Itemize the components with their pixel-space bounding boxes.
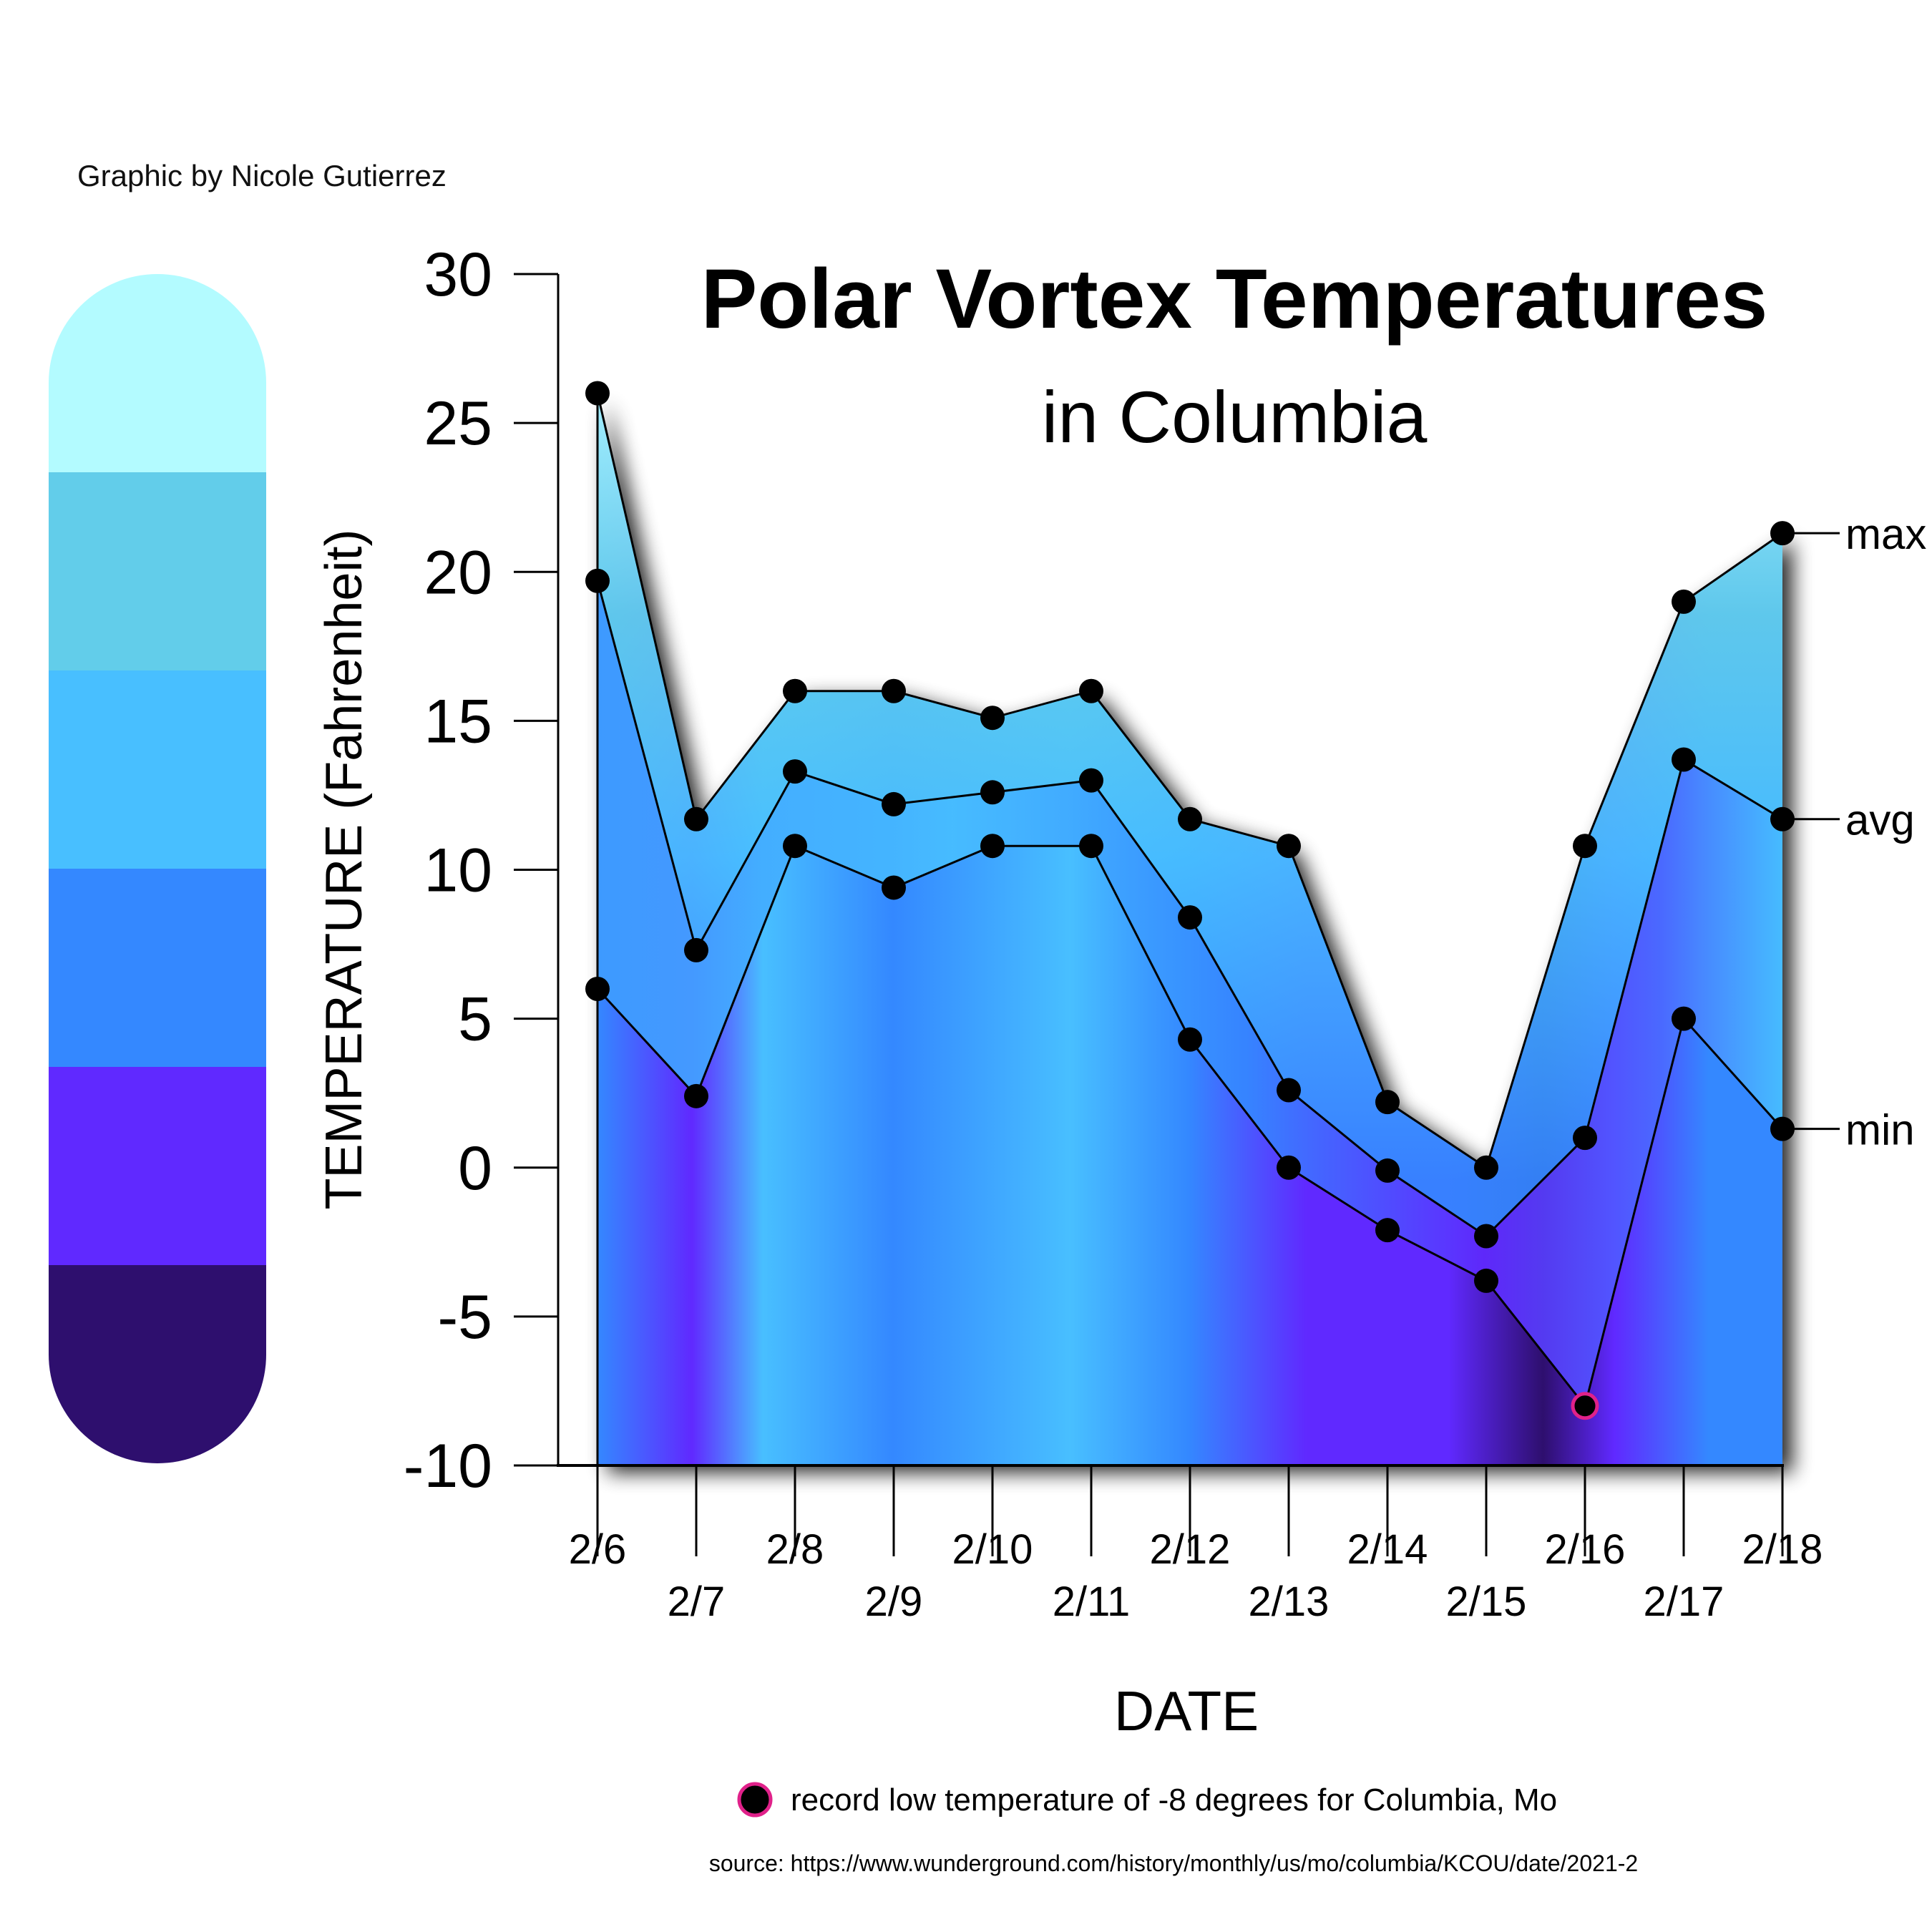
data-point-avg xyxy=(783,759,807,784)
data-point-max xyxy=(684,806,708,831)
data-point-max xyxy=(882,678,906,703)
data-point-avg xyxy=(585,568,610,593)
x-tick-label: 2/8 xyxy=(766,1526,824,1573)
data-point-min xyxy=(1672,1006,1696,1031)
data-point-max xyxy=(585,381,610,406)
scale-segment xyxy=(49,1067,266,1265)
series-label-avg: avg xyxy=(1845,796,1915,844)
x-tick-label: 2/14 xyxy=(1347,1526,1428,1573)
data-point-min xyxy=(585,977,610,1001)
chart-subtitle: in Columbia xyxy=(1042,376,1428,458)
data-point-max xyxy=(1474,1155,1498,1180)
data-point-max xyxy=(1672,589,1696,614)
y-tick-label: 30 xyxy=(424,240,492,309)
data-point-avg xyxy=(684,937,708,962)
data-point-avg xyxy=(1474,1224,1498,1249)
x-tick-label: 2/15 xyxy=(1446,1579,1527,1625)
x-tick-label: 2/13 xyxy=(1249,1579,1330,1625)
y-tick-label: 25 xyxy=(424,389,492,458)
x-tick-label: 2/17 xyxy=(1644,1579,1724,1625)
x-tick-label: 2/11 xyxy=(1053,1579,1131,1625)
data-point-avg xyxy=(1573,1126,1597,1151)
y-tick-label: -10 xyxy=(404,1432,492,1501)
data-point-min xyxy=(1079,834,1103,859)
x-tick-label: 2/9 xyxy=(865,1579,923,1625)
source-note: source: https://www.wunderground.com/his… xyxy=(709,1850,1638,1876)
data-point-max xyxy=(980,706,1005,731)
x-tick-label: 2/18 xyxy=(1742,1526,1823,1573)
y-tick-label: -5 xyxy=(438,1283,492,1352)
data-point-avg xyxy=(980,780,1005,805)
data-point-avg xyxy=(1375,1158,1400,1183)
record-low-legend-marker xyxy=(737,1782,773,1818)
area-min-to-avg xyxy=(597,580,1782,1406)
data-point-min xyxy=(684,1083,708,1108)
x-tick-label: 2/16 xyxy=(1545,1526,1626,1573)
scale-segment xyxy=(49,1265,266,1463)
y-tick-label: 10 xyxy=(424,836,492,905)
scale-segment xyxy=(49,670,266,869)
data-point-min xyxy=(1375,1218,1400,1243)
y-axis-label: TEMPERATURE (Fahrenheit) xyxy=(316,530,373,1210)
chart-title: Polar Vortex Temperatures xyxy=(701,252,1768,346)
x-tick-label: 2/7 xyxy=(668,1579,726,1625)
data-point-min xyxy=(1474,1268,1498,1293)
data-point-avg xyxy=(1079,768,1103,793)
data-point-avg xyxy=(882,791,906,816)
data-point-min xyxy=(1178,1027,1202,1052)
scale-segment xyxy=(49,472,266,670)
data-point-min xyxy=(783,834,807,859)
record-low-legend-text: record low temperature of -8 degrees for… xyxy=(791,1782,1557,1818)
data-point-avg xyxy=(1277,1078,1301,1103)
data-point-min xyxy=(980,834,1005,859)
scale-segment xyxy=(49,869,266,1067)
data-point-min xyxy=(1277,1155,1301,1180)
data-point-max xyxy=(1375,1090,1400,1115)
data-point-max xyxy=(1178,806,1202,831)
record-low-point xyxy=(1571,1392,1599,1420)
color-scale-bar xyxy=(49,274,266,1463)
y-tick-label: 0 xyxy=(458,1134,492,1203)
y-tick-label: 20 xyxy=(424,538,492,607)
data-point-max xyxy=(1573,834,1597,859)
data-point-min xyxy=(882,875,906,900)
data-point-avg xyxy=(1178,905,1202,930)
credit: Graphic by Nicole Gutierrez xyxy=(77,159,447,192)
scale-segment xyxy=(49,274,266,472)
record-low-legend: record low temperature of -8 degrees for… xyxy=(737,1782,1557,1818)
y-tick-label: 15 xyxy=(424,687,492,756)
x-tick-label: 2/12 xyxy=(1150,1526,1231,1573)
data-point-max xyxy=(1079,678,1103,703)
y-tick-label: 5 xyxy=(458,985,492,1054)
x-tick-label: 2/6 xyxy=(569,1526,627,1573)
x-tick-label: 2/10 xyxy=(952,1526,1033,1573)
series-label-max: max xyxy=(1845,510,1926,558)
x-axis-label: DATE xyxy=(1114,1679,1259,1742)
series-label-min: min xyxy=(1845,1106,1915,1154)
data-point-max xyxy=(1277,834,1301,859)
data-point-max xyxy=(783,678,807,703)
data-point-avg xyxy=(1672,747,1696,772)
